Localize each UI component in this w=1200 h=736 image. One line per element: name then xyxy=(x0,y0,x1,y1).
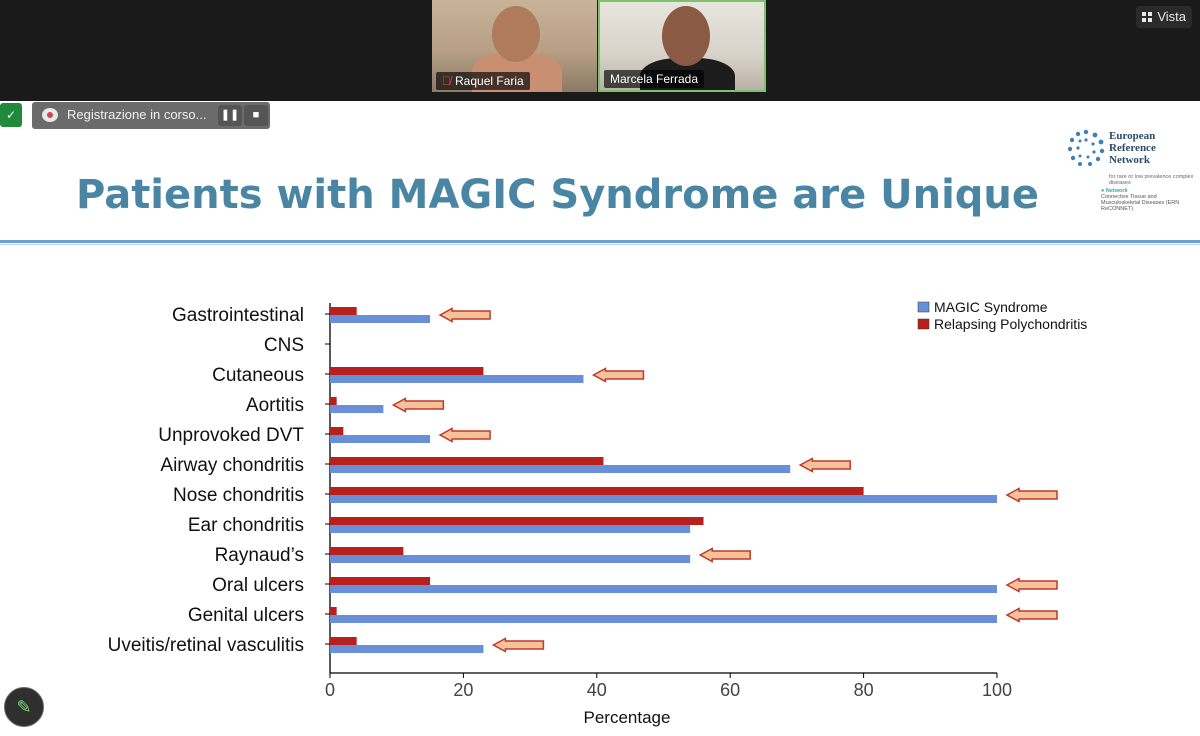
legend-label: Relapsing Polychondritis xyxy=(934,316,1087,332)
highlight-arrow-icon xyxy=(1005,607,1058,623)
participant-tile-marcela[interactable]: Marcela Ferrada xyxy=(598,0,766,92)
logo-line: European xyxy=(1109,130,1156,142)
participant-name: Raquel Faria xyxy=(455,74,524,88)
highlight-arrow-icon xyxy=(798,457,851,473)
legend-label: MAGIC Syndrome xyxy=(934,299,1048,315)
logo-subtitle: for rare or low prevalence complex disea… xyxy=(1109,174,1194,186)
bar-magic-syndrome xyxy=(330,465,791,473)
title-divider-thin xyxy=(0,244,1200,245)
x-tick-label: 100 xyxy=(982,680,1012,700)
bar-relapsing-polychondritis xyxy=(330,607,337,615)
annotate-pen-button[interactable]: ✎ xyxy=(4,687,44,727)
grid-icon xyxy=(1142,12,1153,22)
category-label: Oral ulcers xyxy=(212,575,304,596)
highlight-arrow-icon xyxy=(438,307,491,323)
bar-relapsing-polychondritis xyxy=(330,487,864,495)
bar-magic-syndrome xyxy=(330,555,691,563)
category-label: Ear chondritis xyxy=(188,515,304,536)
logo-network-text: Connective Tissue and Musculoskeletal Di… xyxy=(1101,194,1180,212)
mic-muted-icon: 🎙̸ xyxy=(442,74,451,88)
participant-nameplate: Marcela Ferrada xyxy=(604,70,705,88)
bar-magic-syndrome xyxy=(330,405,384,413)
logo-network: ● Network Connective Tissue and Musculosk… xyxy=(1101,188,1180,212)
bar-relapsing-polychondritis xyxy=(330,307,357,315)
cloud-record-icon xyxy=(42,108,58,122)
category-label: Cutaneous xyxy=(212,365,304,386)
view-button[interactable]: Vista xyxy=(1136,6,1192,28)
bar-magic-syndrome xyxy=(330,645,484,653)
highlight-arrow-icon xyxy=(1005,487,1058,503)
x-tick-label: 80 xyxy=(854,680,874,700)
highlight-arrow-icon xyxy=(391,397,445,413)
slide-title: Patients with MAGIC Syndrome are Unique xyxy=(75,172,1040,218)
category-label: Airway chondritis xyxy=(160,455,304,476)
logo-line: Network xyxy=(1109,154,1150,166)
recording-indicator: Registrazione in corso... ❚❚ ■ xyxy=(32,102,270,129)
highlight-arrow-icon xyxy=(491,637,545,653)
bar-magic-syndrome xyxy=(330,615,997,623)
participant-video-head xyxy=(492,6,540,62)
recording-label: Registrazione in corso... xyxy=(67,107,207,122)
bar-relapsing-polychondritis xyxy=(330,577,431,585)
category-label: Gastrointestinal xyxy=(172,305,304,326)
bar-relapsing-polychondritis xyxy=(330,547,404,555)
stop-recording-button[interactable]: ■ xyxy=(244,105,268,126)
category-label: CNS xyxy=(264,335,304,356)
bar-magic-syndrome xyxy=(330,525,691,533)
view-button-label: Vista xyxy=(1157,9,1186,24)
bar-magic-syndrome xyxy=(330,315,431,323)
category-label: Genital ulcers xyxy=(188,605,304,626)
logo-network-label: Network xyxy=(1105,188,1128,194)
category-label: Unprovoked DVT xyxy=(158,425,304,446)
bar-relapsing-polychondritis xyxy=(330,457,604,465)
participant-name: Marcela Ferrada xyxy=(610,72,699,86)
bar-relapsing-polychondritis xyxy=(330,637,357,645)
participant-nameplate: 🎙̸ Raquel Faria xyxy=(436,72,530,90)
bar-relapsing-polychondritis xyxy=(330,427,344,435)
x-tick-label: 0 xyxy=(325,680,335,700)
pause-recording-button[interactable]: ❚❚ xyxy=(218,105,242,126)
bar-relapsing-polychondritis xyxy=(330,397,337,405)
x-axis-label: Percentage xyxy=(584,708,671,727)
x-tick-label: 20 xyxy=(453,680,473,700)
x-tick-label: 60 xyxy=(720,680,740,700)
ern-logo-text: European Reference Network xyxy=(1109,130,1156,166)
category-label: Nose chondritis xyxy=(173,485,304,506)
ern-logo: European Reference Network for rare or l… xyxy=(1066,128,1196,220)
highlight-arrow-icon xyxy=(1005,577,1058,593)
highlight-arrow-icon xyxy=(438,427,491,443)
highlight-arrow-icon xyxy=(698,547,751,563)
security-shield-icon[interactable]: ✓ xyxy=(0,103,22,127)
category-label: Raynaud’s xyxy=(215,545,304,566)
ern-logo-icon xyxy=(1067,129,1105,166)
highlight-arrow-icon xyxy=(591,367,645,383)
logo-line: Reference xyxy=(1109,142,1156,154)
title-divider xyxy=(0,240,1200,243)
bar-relapsing-polychondritis xyxy=(330,517,704,525)
bar-chart: Gastrointestinal CNS Cutaneous Aortitis Unpr… xyxy=(108,299,1088,727)
bar-magic-syndrome xyxy=(330,435,431,443)
bar-magic-syndrome xyxy=(330,495,997,503)
x-tick-label: 40 xyxy=(587,680,607,700)
video-gallery-bar: 🎙̸ Raquel Faria Marcela Ferrada Vista xyxy=(0,0,1200,101)
bar-magic-syndrome xyxy=(330,585,997,593)
participant-video-head xyxy=(662,6,710,66)
bar-magic-syndrome xyxy=(330,375,584,383)
category-label: Aortitis xyxy=(246,395,304,416)
category-label: Uveitis/retinal vasculitis xyxy=(108,635,304,656)
legend-swatch xyxy=(917,301,930,313)
legend-swatch xyxy=(917,318,930,330)
participant-tile-raquel[interactable]: 🎙̸ Raquel Faria xyxy=(432,0,597,92)
bar-relapsing-polychondritis xyxy=(330,367,484,375)
